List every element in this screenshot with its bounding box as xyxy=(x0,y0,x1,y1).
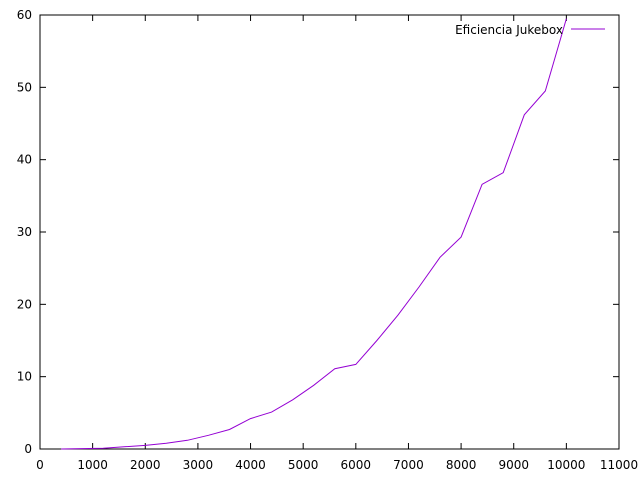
y-tick-label: 60 xyxy=(17,8,32,22)
x-tick-label: 8000 xyxy=(446,458,477,472)
plot-frame xyxy=(39,14,620,450)
y-tick-label: 20 xyxy=(17,297,32,311)
x-tick-label: 6000 xyxy=(341,458,372,472)
x-tick-label: 0 xyxy=(36,458,44,472)
x-tick-label: 7000 xyxy=(393,458,424,472)
x-axis: 0 1000 2000 3000 4000 5000 6000 7000 8000 9000 100… xyxy=(36,15,638,472)
y-tick-label: 0 xyxy=(24,442,32,456)
x-tick-label: 5000 xyxy=(288,458,319,472)
x-tick-label: 4000 xyxy=(235,458,266,472)
y-tick-label: 40 xyxy=(17,153,32,167)
y-axis: 0 10 20 30 40 50 60 xyxy=(17,8,619,456)
x-tick-label: 3000 xyxy=(183,458,214,472)
y-tick-label: 50 xyxy=(17,80,32,94)
series-line xyxy=(61,18,567,450)
x-tick-label: 10000 xyxy=(547,458,585,472)
y-tick-label: 30 xyxy=(17,225,32,239)
x-tick-label: 9000 xyxy=(498,458,529,472)
legend: Eficiencia Jukebox xyxy=(455,23,605,37)
y-tick-label: 10 xyxy=(17,370,32,384)
legend-label: Eficiencia Jukebox xyxy=(455,23,563,37)
x-tick-label: 1000 xyxy=(77,458,108,472)
x-tick-label: 11000 xyxy=(600,458,638,472)
x-tick-label: 2000 xyxy=(130,458,161,472)
series-layer xyxy=(61,18,567,450)
